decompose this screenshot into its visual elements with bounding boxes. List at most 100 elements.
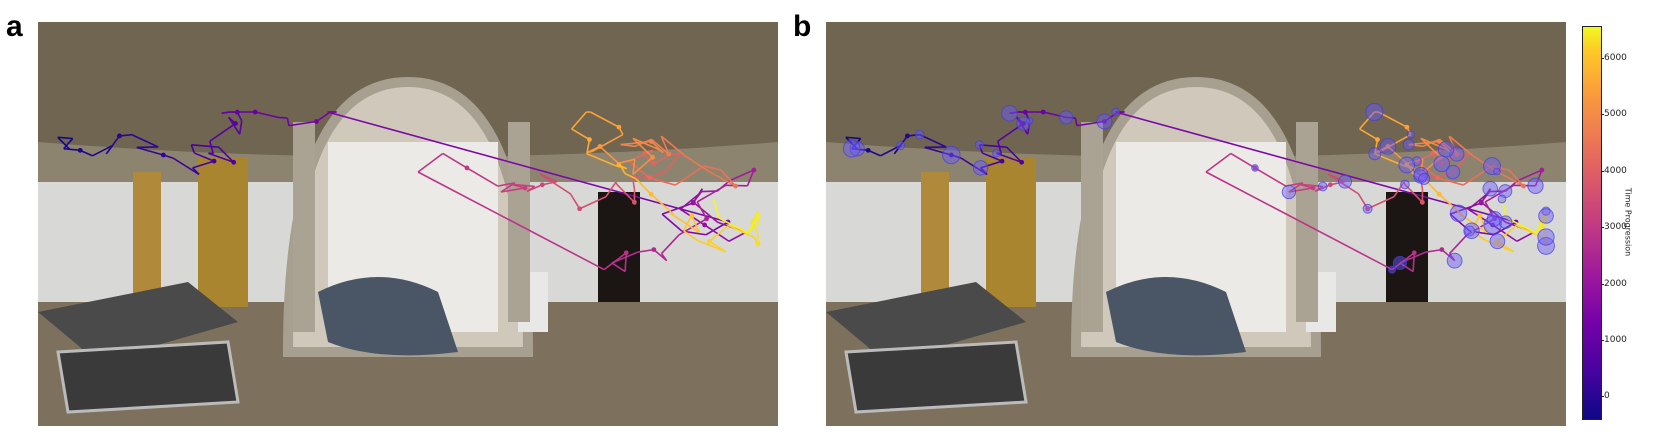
trajectory-segment [1420,156,1442,175]
trajectory-segment [746,215,759,234]
trajectory-segment [591,133,624,153]
trajectory-segment [254,111,279,119]
gaze-trajectory-a [57,109,761,273]
trajectory-segment [684,155,710,173]
trajectory-segment [586,152,617,167]
trajectory-segment [1471,230,1486,241]
curtain [133,172,161,302]
trajectory-segment [1412,172,1425,180]
trajectory-point [522,185,528,191]
trajectory-segment [729,169,755,182]
trajectory-segment [1066,116,1076,119]
trajectory-segment [649,177,676,186]
fixation-marker [972,160,989,176]
trajectory-segment [653,154,671,165]
colorbar-tick: 0 [1601,391,1610,401]
trajectory-segment [589,111,620,128]
fixation-marker [1449,204,1468,222]
trajectory-segment [1104,111,1119,123]
trajectory-segment [1425,248,1442,253]
trajectory-segment [105,135,121,155]
colorbar-tick: 3000 [1601,222,1627,232]
trajectory-segment [131,133,159,148]
trajectory-segment [670,212,700,233]
trajectory-segment [1466,218,1495,236]
trajectory-segment [569,193,581,210]
trajectory-segment [603,252,627,271]
door-frame [1296,122,1318,322]
fixation-marker [1338,174,1353,189]
trajectory-segment [526,184,543,193]
colorbar-tick: 4000 [1601,166,1627,176]
door [598,192,640,302]
trajectory-segment [63,147,81,152]
trajectory-segment [1357,193,1369,210]
trajectory-segment [466,167,499,187]
colorbar-tick: 5000 [1601,109,1627,119]
trajectory-segment [1540,210,1547,223]
trajectory-segment [678,218,707,236]
door-frame [1081,122,1103,332]
gaze-trajectory-b [845,109,1549,273]
fixation-marker [1418,172,1431,185]
trajectory-segment [632,175,644,179]
trajectory-segment [1449,213,1471,232]
trajectory-segment [1534,215,1547,234]
trajectory-segment [605,181,617,198]
trajectory-segment [696,239,727,253]
fixation-marker [1001,104,1018,122]
fixation-marker [1402,138,1415,151]
trajectory-segment [1462,165,1493,186]
trajectory-segment [996,141,1003,154]
fixation-marker [1433,155,1451,173]
fixation-marker [1483,215,1502,235]
trajectory-segment [1359,111,1375,130]
curtain [198,157,248,307]
trajectory-segment [728,231,747,242]
trajectory-segment [1374,139,1379,154]
trajectory-point [1310,185,1316,191]
trajectory-segment [718,217,749,234]
chair [56,340,240,414]
trajectory-segment [907,133,920,137]
trajectory-segment [1393,181,1405,198]
trajectory-segment [982,152,1003,162]
trajectory-segment [510,183,535,188]
trajectory-segment [1470,215,1481,232]
trajectory-segment [1403,181,1406,185]
fixation-marker [1449,146,1465,162]
trajectory-segment [192,167,200,176]
colorbar-tick: 6000 [1601,53,1627,63]
trajectory-segment [683,230,698,241]
fixation-marker [1538,208,1554,224]
trajectory-segment [979,144,1007,148]
trajectory-segment [286,117,290,126]
fixation-marker [1493,167,1501,176]
fixation-marker [1317,181,1328,192]
trajectory-segment [997,122,1024,142]
trajectory-segment [417,152,444,173]
fixation-marker [1489,233,1506,250]
trajectory-segment [664,152,682,173]
trajectory-segment [1467,191,1490,210]
trajectory-segment [571,111,587,130]
trajectory-segment [316,111,331,123]
trajectory-segment [1420,159,1424,175]
panorama-scene-a [38,22,778,426]
trajectory-segment [1391,252,1415,271]
trajectory-segment [191,144,219,148]
trajectory-segment [218,146,235,163]
trajectory-segment [227,116,241,135]
fixation-marker [1096,113,1113,130]
fixation-marker [842,139,861,158]
trajectory-segment [692,191,703,203]
trajectory-segment [1015,116,1029,135]
fixation-marker [1537,228,1555,246]
trajectory-segment [619,164,626,174]
trajectory-segment [190,144,196,154]
trajectory-segment [194,152,215,162]
trajectory-segment [924,146,947,149]
trajectory-segment [1452,152,1470,173]
trajectory-point [587,137,592,142]
panorama-panel-b [826,22,1566,426]
